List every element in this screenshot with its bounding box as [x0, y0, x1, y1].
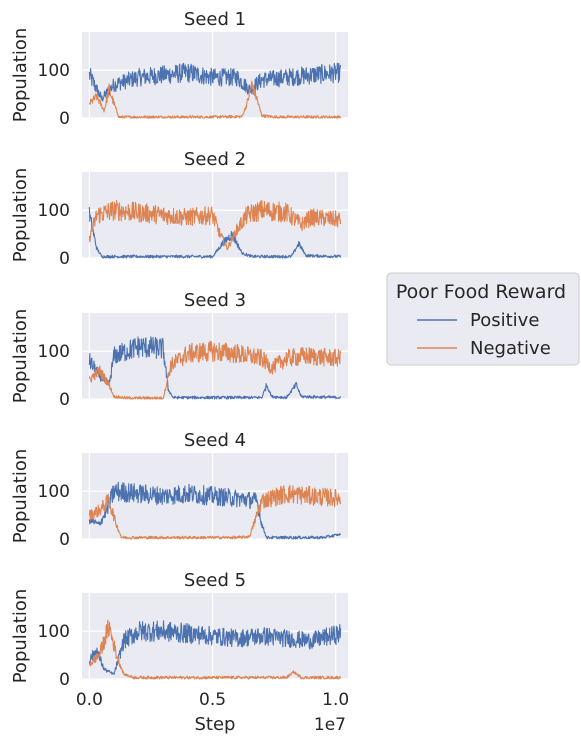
- series-line-positive: [88, 62, 342, 102]
- x-offset-text: 1e7: [314, 715, 346, 735]
- legend-label-positive: Positive: [470, 310, 539, 331]
- panel-title: Seed 4: [184, 430, 246, 451]
- y-axis-label: Population: [10, 589, 31, 684]
- panel-title: Seed 2: [184, 149, 246, 170]
- y-axis-label: Population: [10, 168, 31, 263]
- panel-title: Seed 5: [184, 570, 246, 591]
- y-tick-label: 0: [59, 249, 70, 269]
- series-line-negative: [88, 80, 342, 119]
- panel-title: Seed 3: [184, 290, 246, 311]
- y-tick-label: 0: [59, 530, 70, 550]
- x-tick-label: 1.0: [322, 690, 349, 710]
- y-axis-label: Population: [10, 449, 31, 544]
- plot-area-2: [82, 172, 348, 258]
- y-tick-label: 0: [59, 670, 70, 690]
- series-line-positive: [88, 336, 342, 400]
- y-tick-label: 0: [59, 109, 70, 129]
- x-axis-label: Step: [195, 714, 236, 735]
- y-tick-label: 100: [38, 342, 70, 362]
- y-tick-label: 100: [38, 201, 70, 221]
- series-line-negative: [88, 199, 342, 251]
- y-tick-label: 100: [38, 482, 70, 502]
- x-tick-label: 0.5: [199, 690, 226, 710]
- y-axis-label: Population: [10, 28, 31, 123]
- series-line-negative: [88, 619, 342, 680]
- series-line-positive: [88, 481, 342, 540]
- legend-title: Poor Food Reward: [396, 281, 566, 303]
- legend-box: [386, 272, 580, 366]
- panel-title: Seed 1: [184, 9, 246, 30]
- y-tick-label: 0: [59, 390, 70, 410]
- y-axis-label: Population: [10, 309, 31, 404]
- x-tick-label: 0.0: [76, 690, 103, 710]
- series-line-positive: [88, 206, 342, 259]
- series-line-negative: [88, 484, 342, 540]
- series-line-positive: [88, 620, 342, 675]
- legend-label-negative: Negative: [470, 338, 551, 359]
- y-tick-label: 100: [38, 61, 70, 81]
- y-tick-label: 100: [38, 622, 70, 642]
- series-line-negative: [88, 340, 342, 400]
